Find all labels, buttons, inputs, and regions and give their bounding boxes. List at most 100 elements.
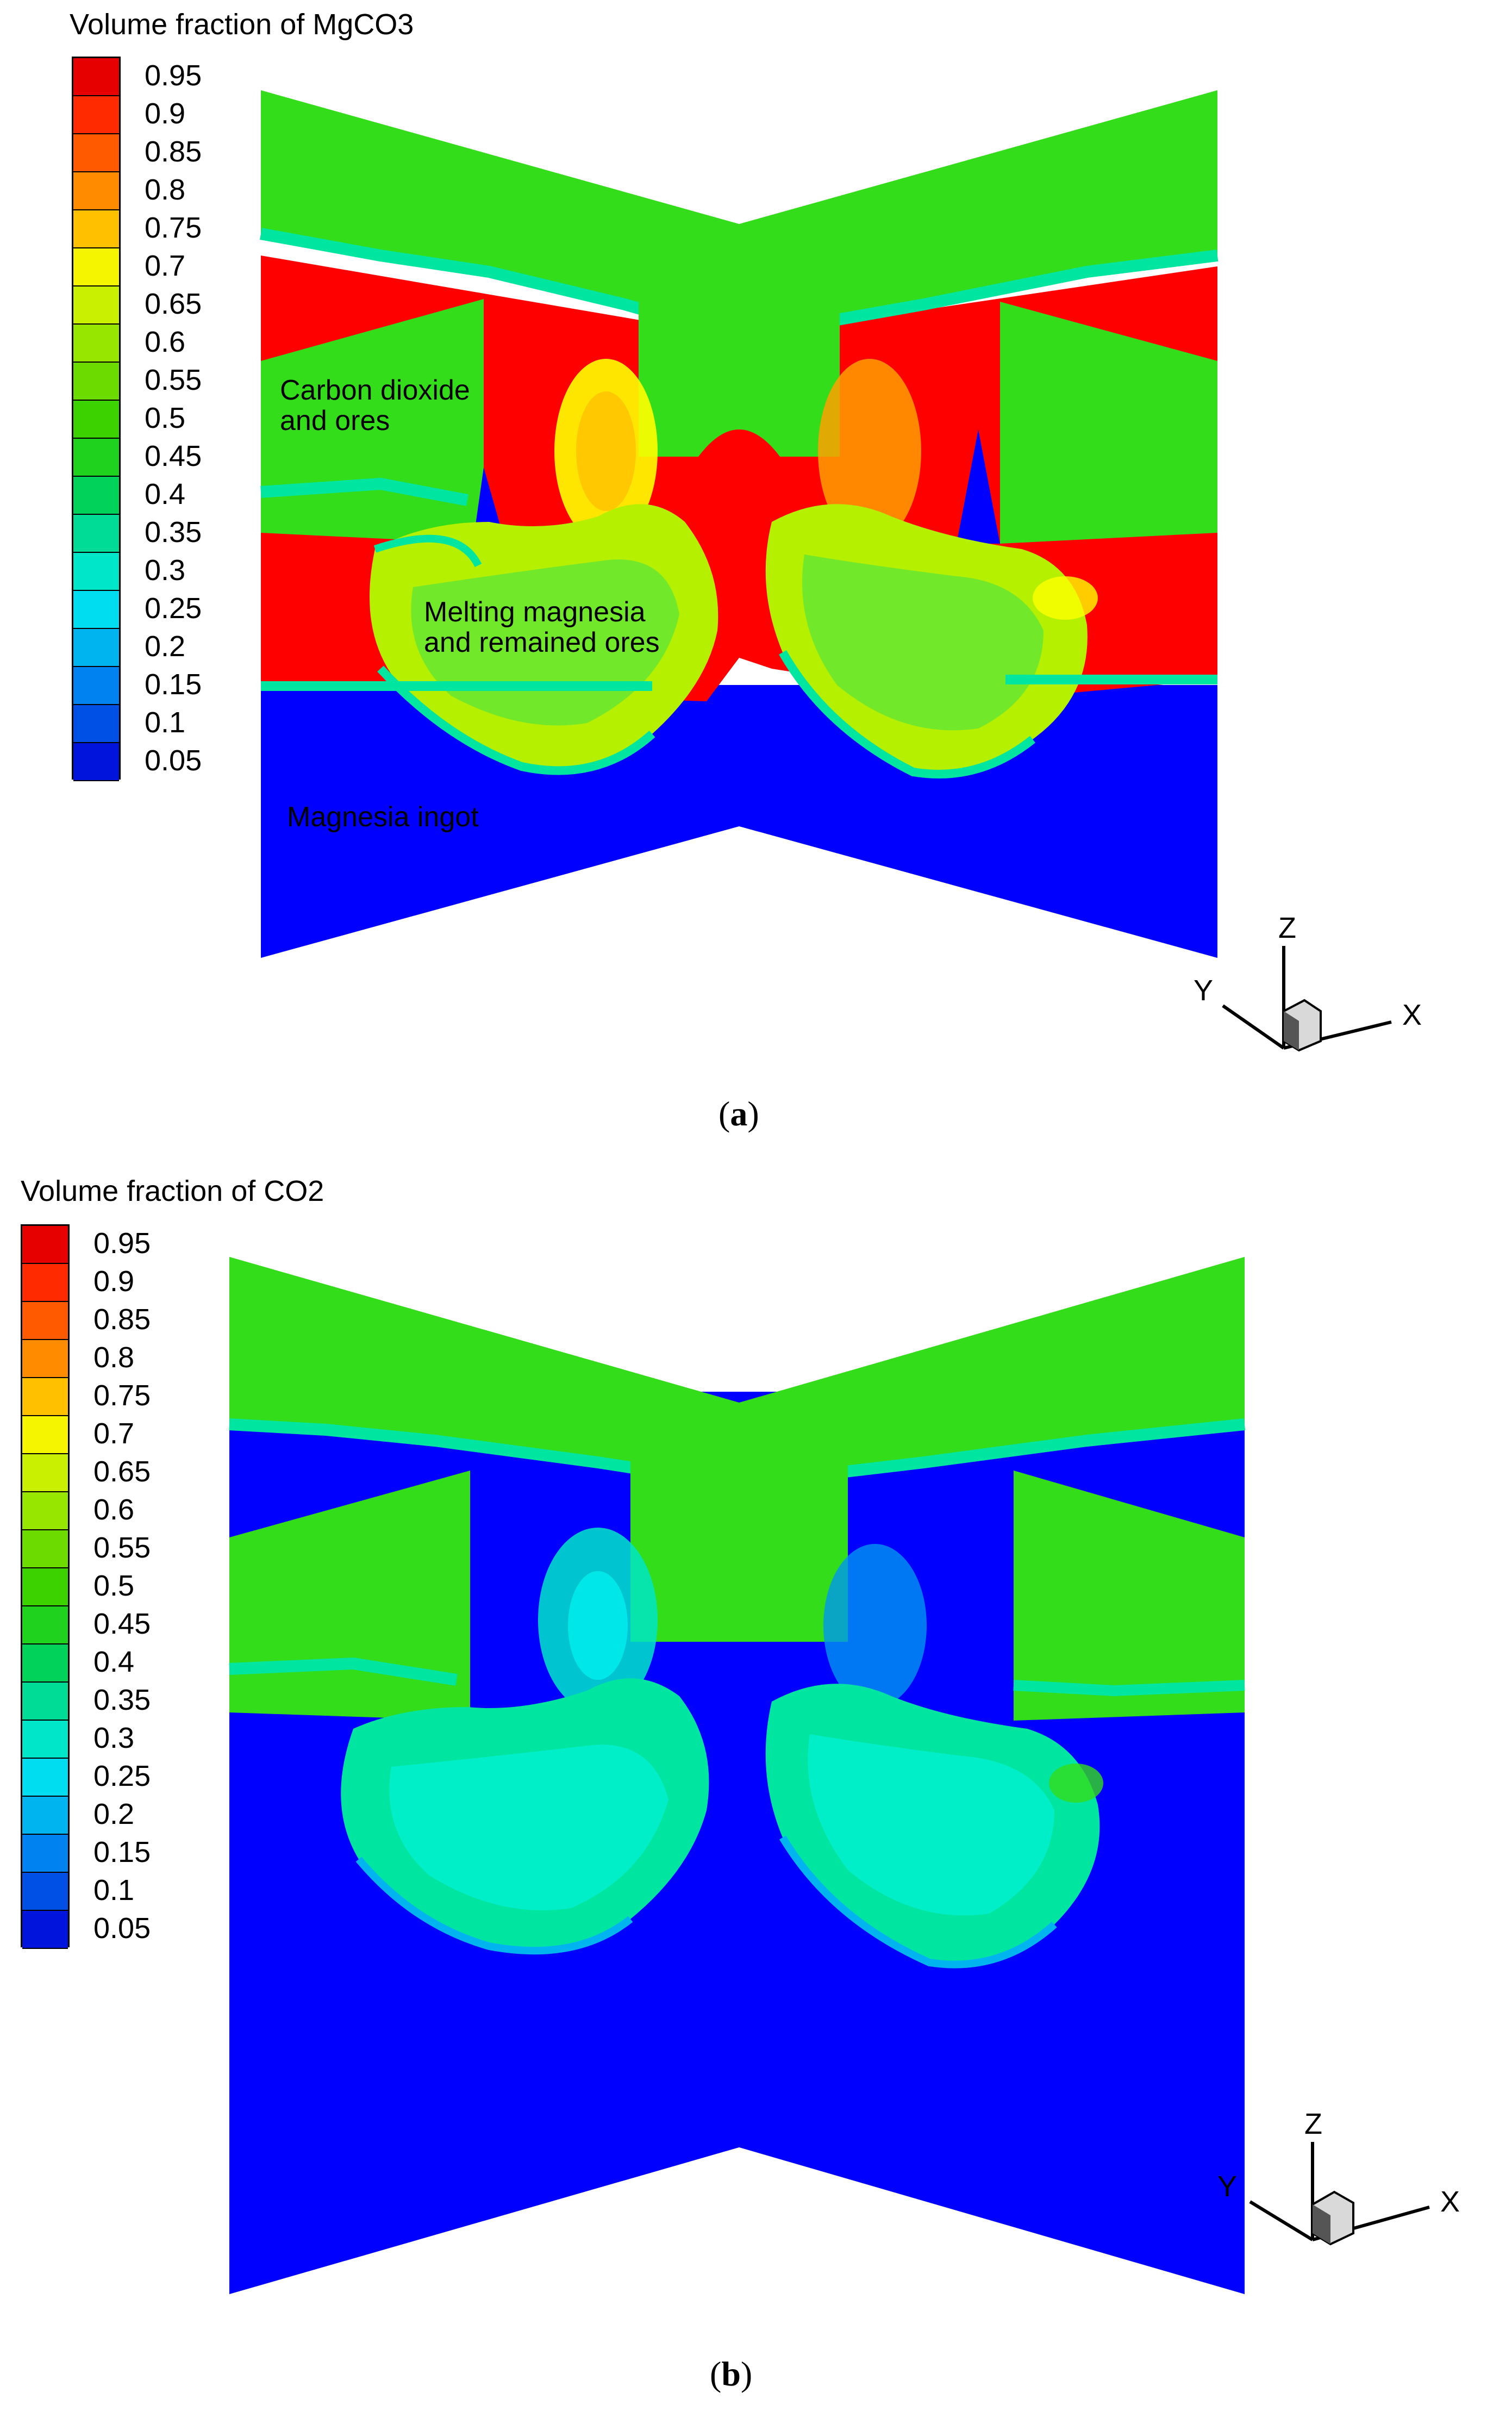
legend-a-colorbar-label: 0.15 [145, 668, 202, 701]
legend-a-colorbar-segment [73, 553, 119, 591]
legend-a-colorbar-label: 0.85 [145, 135, 202, 168]
legend-b-colorbar-label: 0.4 [93, 1646, 135, 1678]
legend-a-colorbar [72, 57, 121, 781]
legend-b-colorbar-label: 0.15 [93, 1836, 151, 1868]
legend-b-colorbar-segment [22, 1835, 68, 1873]
annotation-lower-region: Magnesia ingot [287, 801, 479, 833]
panel-b: Volume fraction of CO2 0.95 0.9 0.85 0.8 0.7… [0, 1174, 1512, 2417]
legend-b-colorbar-label: 0.7 [93, 1417, 135, 1450]
legend-b-colorbar-segment [22, 1454, 68, 1492]
legend-b-colorbar-segment [22, 1568, 68, 1606]
legend-b-colorbar-segment [22, 1302, 68, 1340]
legend-b-colorbar-segment [22, 1226, 68, 1264]
legend-b-colorbar-segment [22, 1264, 68, 1302]
legend-a-colorbar-label: 0.95 [145, 59, 202, 92]
legend-b-colorbar-segment [22, 1797, 68, 1835]
right-wall-top-region [739, 90, 1217, 337]
legend-a-colorbar-label: 0.65 [145, 288, 202, 320]
center-baffle [630, 1424, 848, 1642]
legend-b-colorbar-segment [22, 1492, 68, 1530]
legend-a-colorbar-segment [73, 58, 119, 96]
legend-b-colorbar-label: 0.6 [93, 1493, 135, 1526]
legend-b-colorbar-segment [22, 1530, 68, 1568]
legend-a-colorbar-segment [73, 667, 119, 705]
legend-b-colorbar-segment [22, 1911, 68, 1949]
legend-b-colorbar-label: 0.55 [93, 1531, 151, 1564]
legend-a-colorbar-label: 0.5 [145, 402, 186, 434]
legend-a-colorbar-label: 0.1 [145, 706, 186, 739]
legend-b-colorbar-segment [22, 1378, 68, 1416]
axis-label-z: Z [1278, 912, 1296, 944]
left-inner-wall [229, 1471, 470, 1721]
legend-a-colorbar-label: 0.35 [145, 516, 202, 549]
legend-a-colorbar-label: 0.9 [145, 97, 186, 130]
legend-a-colorbar-segment [73, 591, 119, 629]
axis-label-y: Y [1217, 2170, 1237, 2203]
right-wall-top-region [739, 1257, 1245, 1484]
legend-b-colorbar-label: 0.45 [93, 1608, 151, 1640]
legend-title-a: Volume fraction of MgCO3 [70, 8, 414, 41]
caption-a: (a) [718, 1094, 759, 1133]
legend-b-colorbar [21, 1224, 70, 1949]
contour-plot-a: Z X Y [260, 90, 1422, 1052]
legend-b-colorbar-label: 0.2 [93, 1798, 135, 1830]
legend-b-colorbar-segment [22, 1873, 68, 1911]
legend-a-colorbar-segment [73, 96, 119, 134]
legend-b-colorbar-segment [22, 1416, 68, 1454]
legend-b-colorbar-label: 0.85 [93, 1303, 151, 1336]
legend-b-colorbar-label: 0.9 [93, 1265, 135, 1298]
legend-b-colorbar-segment [22, 1606, 68, 1644]
legend-a-colorbar-segment [73, 363, 119, 401]
legend-b-colorbar-segment [22, 1644, 68, 1683]
legend-b-colorbar-segment [22, 1721, 68, 1759]
legend-b-colorbar-segment [22, 1683, 68, 1721]
legend-a-colorbar-segment [73, 134, 119, 172]
right-plume-core [818, 359, 921, 544]
axis-triad-b: Z X Y [1217, 2108, 1460, 2246]
right-inner-wall [1000, 302, 1217, 544]
legend-a-colorbar-label: 0.75 [145, 211, 202, 244]
legend-a-colorbar-segment [73, 439, 119, 477]
legend-b-colorbar-label: 0.95 [93, 1227, 151, 1260]
legend-a-colorbar-label: 0.25 [145, 592, 202, 625]
axis-triad-a: Z X Y [1194, 912, 1422, 1052]
legend-b-colorbar-segment [22, 1340, 68, 1378]
axis-label-z: Z [1304, 2108, 1322, 2140]
legend-a-colorbar-segment [73, 629, 119, 667]
legend-a-colorbar-label: 0.45 [145, 440, 202, 472]
legend-a-colorbar-segment [73, 248, 119, 286]
legend-a-colorbar-segment [73, 705, 119, 743]
legend-a-colorbar-label: 0.05 [145, 744, 202, 777]
annotation-upper-region: Carbon dioxide and ores [280, 375, 470, 437]
caption-b: (b) [710, 2354, 753, 2393]
legend-b-colorbar-label: 0.1 [93, 1874, 135, 1907]
legend-a-colorbar-label: 0.4 [145, 478, 186, 510]
legend-a-colorbar-segment [73, 743, 119, 781]
legend-a-colorbar-label: 0.2 [145, 630, 186, 663]
legend-a-colorbar-segment [73, 210, 119, 248]
legend-title-b: Volume fraction of CO2 [21, 1175, 324, 1207]
legend-a-colorbar-segment [73, 401, 119, 439]
legend-a-colorbar-label: 0.7 [145, 250, 186, 282]
center-baffle [639, 253, 840, 457]
panel-a: Volume fraction of MgCO3 0.95 0.9 0.85 0.8 0… [0, 0, 1512, 1174]
legend-a-colorbar-label: 0.55 [145, 364, 202, 396]
legend-a-colorbar-label: 0.6 [145, 326, 186, 358]
annotation-middle-region: Melting magnesia and remained ores [424, 596, 660, 659]
legend-b-colorbar-label: 0.8 [93, 1341, 135, 1374]
axis-label-y: Y [1194, 974, 1213, 1007]
legend-b-colorbar-label: 0.75 [93, 1379, 151, 1412]
legend-b-colorbar-label: 0.5 [93, 1569, 135, 1602]
legend-b-colorbar-segment [22, 1759, 68, 1797]
left-wall-top-region [261, 90, 739, 337]
legend-a-colorbar-label: 0.3 [145, 554, 186, 587]
axis-label-x: X [1402, 999, 1422, 1031]
legend-a-colorbar-segment [73, 325, 119, 363]
legend-b-colorbar-label: 0.05 [93, 1912, 151, 1945]
legend-a-colorbar-label: 0.8 [145, 173, 186, 206]
right-wall-low-region [739, 685, 1217, 958]
contour-plot-b: Z X Y [229, 1257, 1460, 2294]
legend-b-colorbar-label: 0.3 [93, 1722, 135, 1754]
axis-label-x: X [1440, 2185, 1460, 2218]
right-plume-core [823, 1544, 927, 1707]
